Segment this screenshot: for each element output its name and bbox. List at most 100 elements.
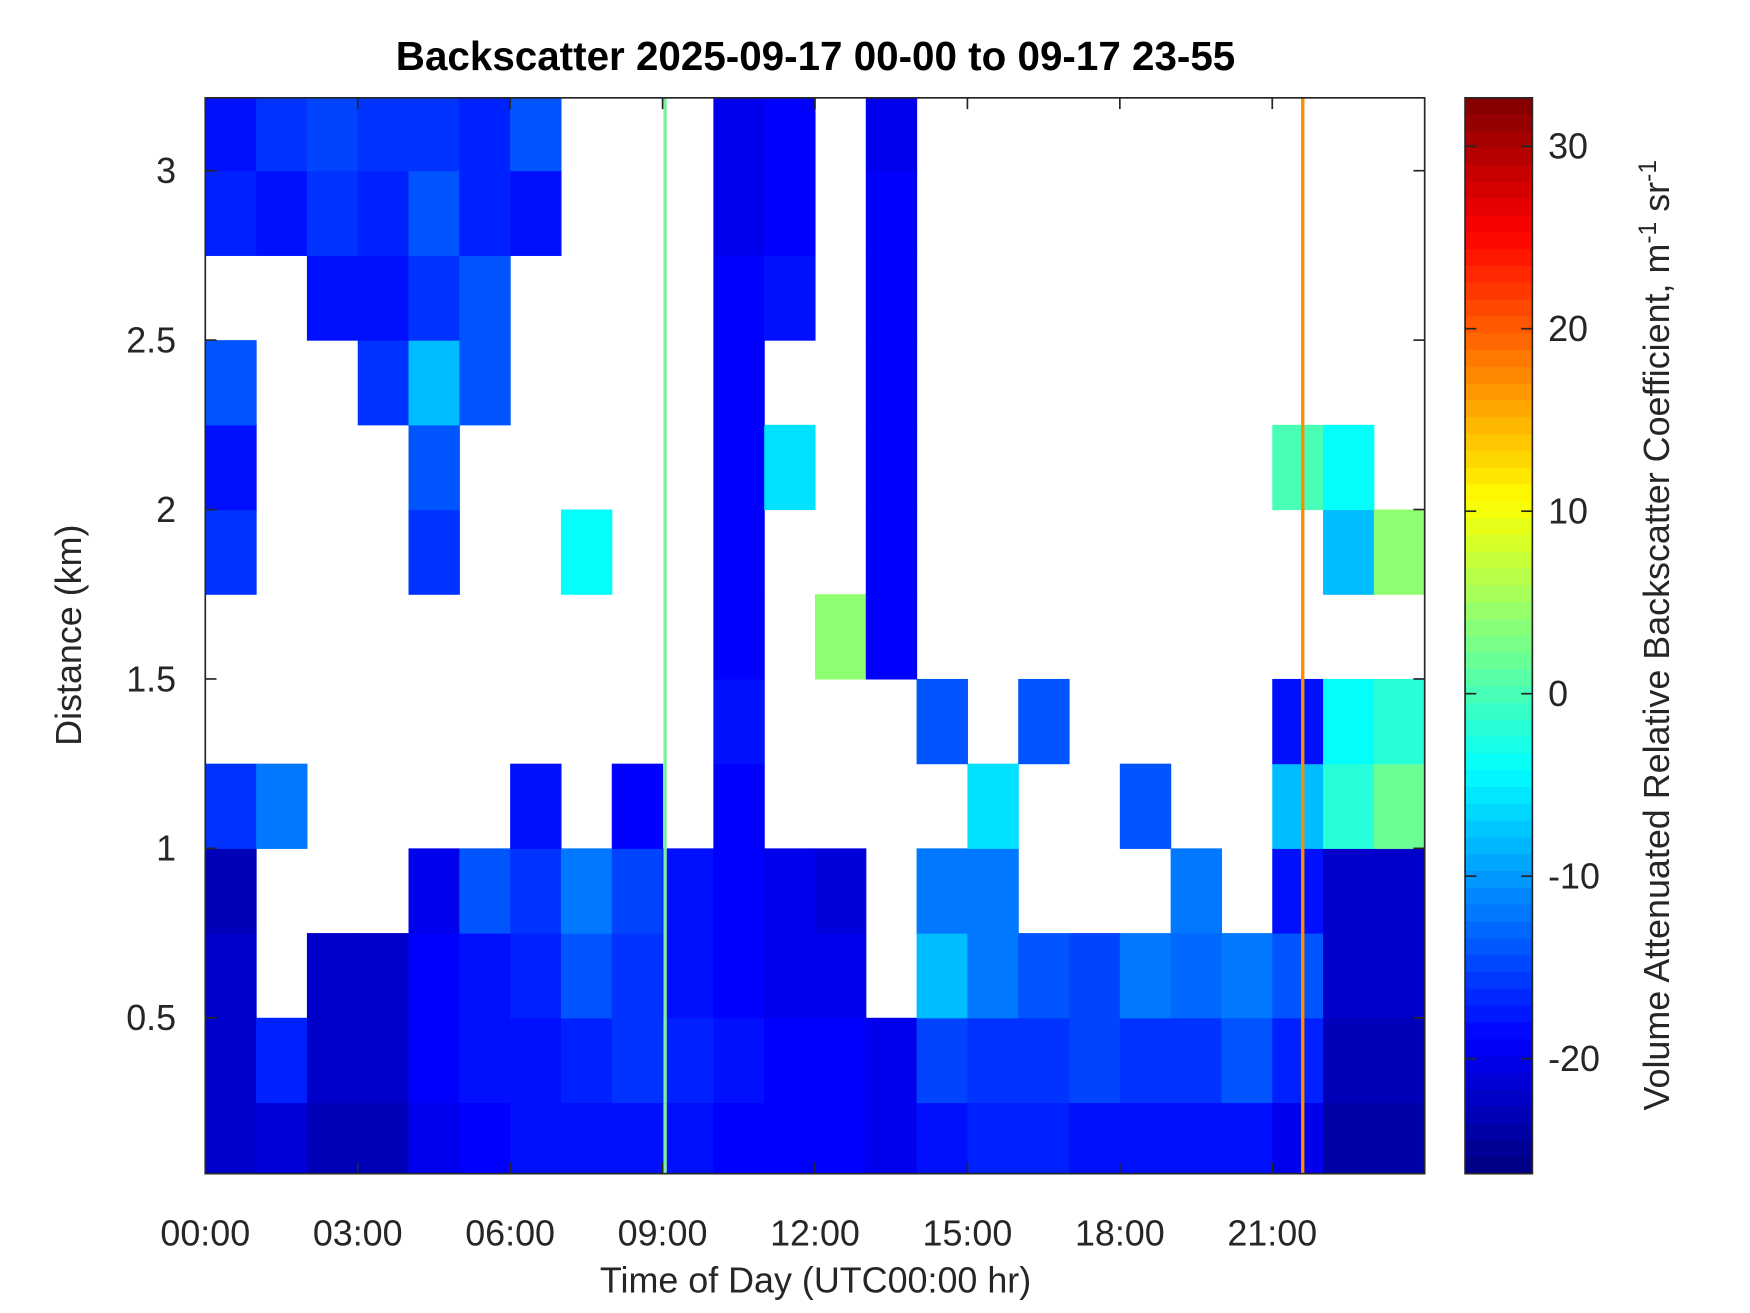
colorbar-segment (1465, 871, 1533, 889)
heatmap-cell (357, 97, 410, 172)
heatmap-cell (459, 97, 511, 172)
colorbar-segment (1465, 635, 1533, 654)
heatmap-cell (459, 848, 511, 934)
heatmap-cell (510, 933, 562, 1019)
heatmap-cell (1272, 933, 1324, 1019)
heatmap-cell (205, 340, 257, 426)
x-tick-label: 06:00 (465, 1213, 555, 1253)
colorbar-tick-label: 30 (1548, 127, 1588, 167)
heatmap-cell (510, 763, 562, 849)
heatmap-cell (713, 509, 765, 595)
heatmap-cell (357, 1017, 410, 1104)
colorbar (1465, 97, 1533, 1175)
heatmap-cell (560, 933, 613, 1019)
heatmap-cell (967, 1102, 1019, 1174)
colorbar-segment (1465, 904, 1533, 923)
heatmap-cell (764, 424, 816, 511)
heatmap (205, 97, 1425, 1174)
colorbar-segment (1465, 114, 1533, 133)
colorbar-segment (1465, 736, 1533, 754)
heatmap-cell (256, 1102, 308, 1174)
colorbar-tick-label: 10 (1548, 492, 1588, 532)
heatmap-cell (713, 340, 765, 426)
colorbar-tick-label: -20 (1548, 1039, 1600, 1079)
heatmap-cell (357, 933, 410, 1019)
label-superscript: -1 (1635, 160, 1662, 182)
x-tick-label: 09:00 (618, 1213, 708, 1253)
heatmap-cell (967, 1017, 1019, 1104)
colorbar-segment (1465, 249, 1533, 267)
heatmap-cell (1323, 678, 1375, 765)
colorbar-segment (1465, 602, 1533, 620)
colorbar-segment (1465, 1089, 1533, 1107)
colorbar-segment (1465, 803, 1533, 822)
heatmap-cell (1221, 1102, 1273, 1174)
colorbar-segment (1465, 484, 1533, 502)
x-tick-label: 03:00 (313, 1213, 403, 1253)
heatmap-cell (560, 1102, 613, 1174)
colorbar-segment (1465, 366, 1533, 385)
heatmap-cell (713, 1017, 765, 1104)
heatmap-cell (916, 1102, 968, 1174)
heatmap-cell (916, 1017, 968, 1104)
colorbar-segment (1465, 753, 1533, 771)
heatmap-cell (560, 1017, 613, 1104)
heatmap-cell (306, 255, 359, 341)
heatmap-cell (408, 424, 460, 511)
colorbar-segment (1465, 887, 1533, 906)
heatmap-cell (1272, 1102, 1324, 1174)
heatmap-cell (459, 255, 511, 341)
heatmap-cell (1018, 933, 1070, 1019)
heatmap-cell (306, 97, 359, 172)
y-tick-label: 1.5 (126, 659, 176, 699)
colorbar-segment (1465, 955, 1533, 973)
colorbar-segment (1465, 770, 1533, 788)
heatmap-cell (1323, 933, 1375, 1019)
x-tick-label: 12:00 (770, 1213, 860, 1253)
heatmap-cell (205, 509, 257, 595)
colorbar-segment (1465, 854, 1533, 872)
heatmap-cell (764, 170, 816, 256)
colorbar-segment (1465, 501, 1533, 519)
colorbar-segment (1465, 652, 1533, 670)
heatmap-cell (1373, 933, 1425, 1019)
heatmap-cell (764, 1102, 816, 1174)
heatmap-cell (865, 509, 918, 595)
colorbar-segment (1465, 1055, 1533, 1074)
heatmap-cell (1119, 1017, 1172, 1104)
heatmap-cell (256, 170, 308, 256)
heatmap-cell (408, 509, 460, 595)
heatmap-cell (865, 424, 918, 511)
colorbar-segment (1465, 1106, 1533, 1124)
x-tick-label: 21:00 (1227, 1213, 1317, 1253)
heatmap-cell (1323, 509, 1375, 595)
heatmap-cell (967, 848, 1019, 934)
heatmap-cell (459, 1102, 511, 1174)
heatmap-cell (1069, 933, 1121, 1019)
heatmap-cell (510, 97, 562, 172)
heatmap-cell (1272, 424, 1324, 511)
heatmap-cell (408, 340, 460, 426)
heatmap-cell (865, 255, 918, 341)
y-tick-label: 2.5 (126, 320, 176, 360)
heatmap-cell (1323, 848, 1375, 934)
colorbar-segment (1465, 97, 1533, 116)
heatmap-cell (1018, 678, 1070, 765)
heatmap-cell (1373, 848, 1425, 934)
heatmap-cell (510, 848, 562, 934)
colorbar-segment (1465, 837, 1533, 855)
colorbar-segment (1465, 232, 1533, 250)
heatmap-cell (865, 97, 918, 172)
heatmap-cell (205, 424, 257, 511)
heatmap-cell (662, 1102, 714, 1174)
heatmap-cell (357, 255, 410, 341)
heatmap-cell (1323, 424, 1375, 511)
x-axis-label: Time of Day (UTC00:00 hr) (600, 1261, 1031, 1301)
colorbar-segment (1465, 417, 1533, 435)
colorbar-segment (1465, 921, 1533, 939)
y-tick-label: 0.5 (126, 998, 176, 1038)
label-superscript: -1 (1635, 222, 1662, 244)
colorbar-segment (1465, 1039, 1533, 1057)
heatmap-cell (713, 933, 765, 1019)
heatmap-cell (1018, 1017, 1070, 1104)
